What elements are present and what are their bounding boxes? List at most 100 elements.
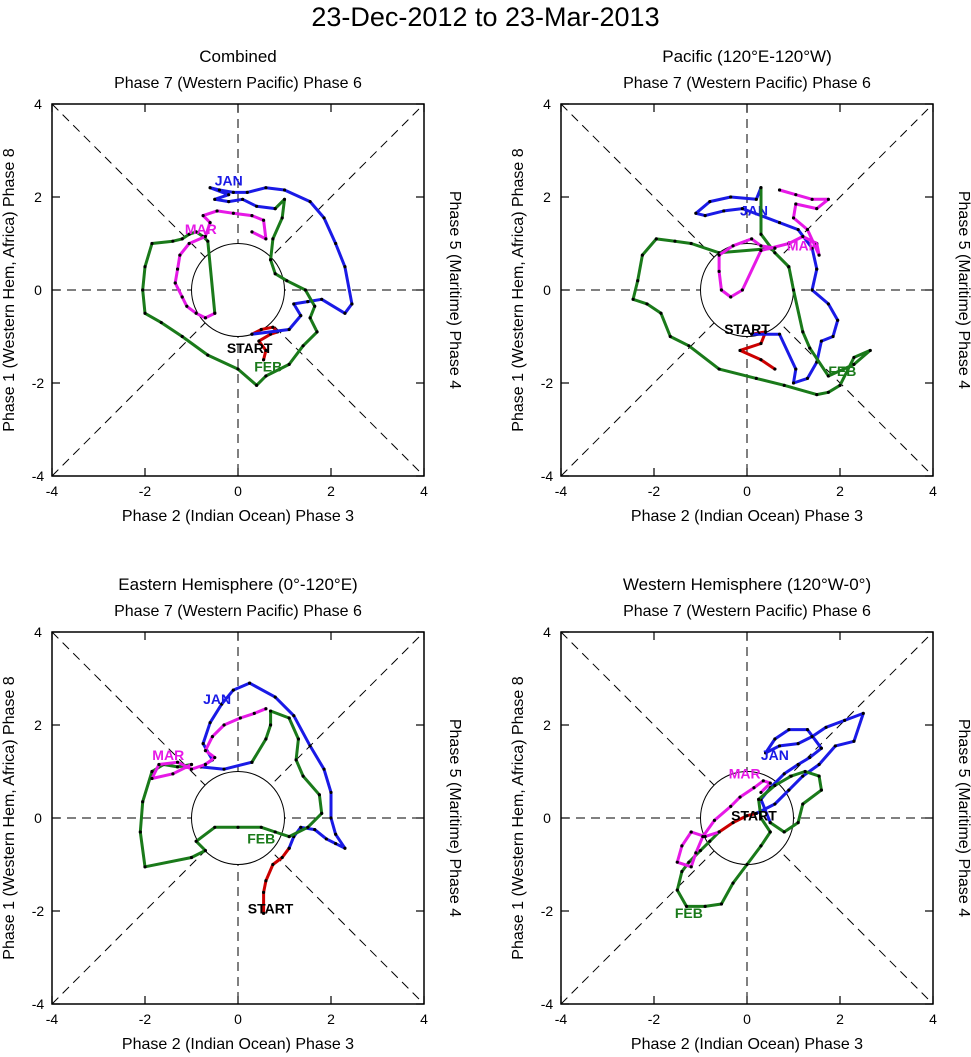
month-label: FEB [247,831,275,847]
day-marker [217,188,221,192]
x-tick-label: 2 [327,1011,335,1027]
day-marker [264,737,268,741]
day-marker [261,218,266,222]
day-marker [334,241,338,246]
day-marker [808,346,812,350]
start-label: START [724,321,770,337]
day-marker [324,837,328,841]
day-marker [787,728,791,732]
day-marker [815,393,819,397]
x-tick-label: 2 [836,1011,844,1027]
month-label: MAR [185,221,217,237]
x-tick-label: 0 [743,483,751,499]
day-marker [257,339,261,343]
day-marker [791,216,796,220]
day-marker [757,797,761,802]
day-marker [719,902,724,906]
day-marker [759,790,763,795]
trajectory-mar [173,209,268,320]
right-phase-label: Phase 5 (Maritime) Phase 4 [955,191,971,389]
day-marker [299,825,303,829]
day-marker [255,383,259,387]
day-marker [819,339,824,343]
day-marker [287,327,291,332]
x-tick-label: 4 [420,483,428,499]
day-marker [208,721,212,725]
day-marker [787,788,791,792]
x-tick-label: -2 [139,1011,152,1027]
day-marker [264,374,268,378]
day-marker [687,344,691,348]
day-marker [220,702,224,706]
day-marker [689,865,693,869]
day-marker [231,211,235,215]
day-marker [236,825,240,829]
day-marker [248,681,252,685]
month-label: JAN [740,203,768,219]
day-marker [208,186,212,190]
y-tick-label: 0 [543,810,551,826]
day-marker [801,234,805,239]
day-marker [213,311,217,315]
day-marker [329,790,333,795]
day-marker [654,237,658,241]
day-marker [680,869,684,874]
day-marker [708,200,712,204]
day-marker [796,762,800,767]
day-marker [213,825,217,829]
day-marker [268,709,273,713]
day-marker [322,216,326,220]
day-marker [810,246,814,250]
day-marker [731,881,735,885]
day-marker [264,186,268,190]
day-marker [206,353,210,357]
day-marker [731,821,735,825]
x-tick-label: 0 [234,1011,242,1027]
y-tick-label: -4 [541,996,554,1012]
day-marker [296,737,301,741]
day-marker [303,288,308,292]
y-tick-label: -4 [32,996,45,1012]
day-marker [259,327,263,332]
day-marker [631,297,635,301]
day-marker [752,786,756,790]
day-marker [796,227,800,232]
day-marker [250,230,254,234]
day-marker [759,232,763,236]
y-tick-label: 4 [543,624,551,640]
day-marker [698,848,703,853]
day-marker [717,367,721,371]
day-marker [794,367,798,371]
day-marker [759,248,763,253]
day-marker [306,825,310,829]
day-marker [701,835,705,839]
day-marker [810,197,814,201]
day-marker [329,816,333,820]
month-label: JAN [215,172,243,188]
y-tick-label: 2 [34,189,42,205]
trajectory-mar [150,707,268,780]
day-marker [773,802,777,806]
trajectory-dec [717,811,758,834]
panel-title: Pacific (120°E-120°W) [662,47,832,66]
day-marker [826,374,830,378]
day-marker [271,237,275,241]
left-phase-label: Phase 1 (Western Hem, Africa) Phase 8 [1,148,18,431]
day-marker [787,241,791,246]
day-marker [150,241,154,246]
day-marker [817,762,821,767]
day-marker [759,844,763,848]
day-marker [150,776,154,781]
day-marker [264,707,268,711]
day-marker [245,190,249,194]
day-marker [791,381,796,385]
day-marker [187,232,191,236]
day-marker [292,714,296,718]
right-phase-label: Phase 5 (Maritime) Phase 4 [446,719,463,917]
phase-panel-4: Western Hemisphere (120°W-0°) Phase 7 (We… [510,575,971,1053]
day-marker [803,769,807,774]
day-marker [313,828,317,832]
y-tick-label: 4 [543,96,551,112]
day-marker [175,267,180,271]
